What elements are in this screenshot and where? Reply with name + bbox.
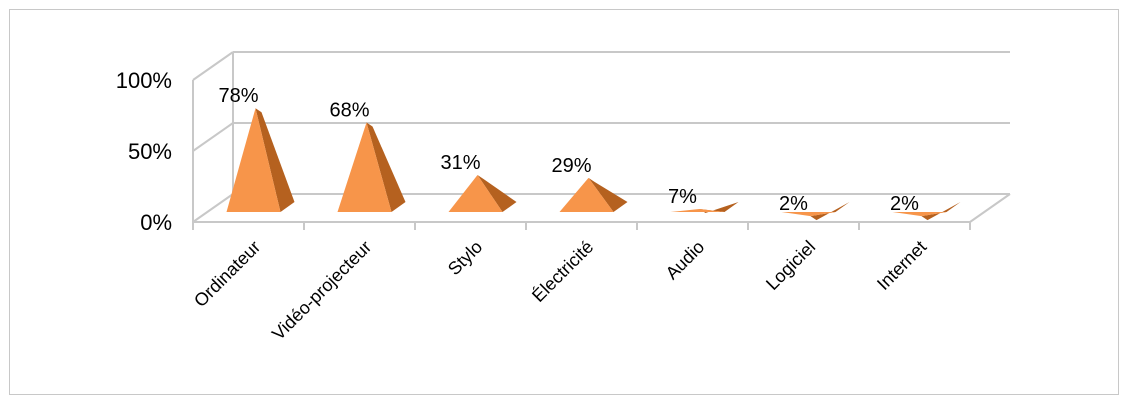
data-label: 78% [218, 85, 258, 107]
data-label: 31% [440, 152, 480, 174]
category-label: Internet [873, 237, 930, 294]
category-label: Audio [662, 237, 709, 284]
pyramid-front [559, 177, 614, 212]
data-label: 68% [329, 99, 369, 121]
data-label: 29% [551, 155, 591, 177]
pyramid-front [670, 209, 725, 212]
category-label: Vidéo-projecteur [268, 237, 375, 344]
pyramid-side [477, 174, 517, 212]
pyramid-front [337, 122, 392, 212]
data-label: 2% [890, 193, 919, 215]
pyramid-side [921, 202, 961, 221]
y-tick-label: 100% [116, 68, 172, 93]
pyramid-front [892, 212, 947, 217]
category-label: Électricité [528, 237, 597, 306]
category-label: Stylo [444, 237, 486, 279]
y-tick-label: 0% [140, 210, 172, 235]
pyramid-front [781, 212, 836, 217]
y-tick-label: 50% [128, 139, 172, 164]
left-wall-link-0 [192, 193, 234, 223]
pyramid-front [448, 174, 503, 212]
left-wall-link-100 [192, 51, 234, 81]
pyramid-side [255, 108, 295, 212]
category-label: Ordinateur [190, 237, 264, 311]
pyramid-front [226, 108, 281, 212]
data-label: 2% [779, 193, 808, 215]
pyramid-side [366, 122, 406, 212]
pyramid-side [588, 177, 628, 212]
category-label: Logiciel [762, 237, 819, 294]
floor-right-edge [969, 193, 1011, 223]
left-wall-link-50 [192, 122, 234, 152]
pyramid-side [810, 202, 850, 221]
data-label: 7% [668, 186, 697, 208]
